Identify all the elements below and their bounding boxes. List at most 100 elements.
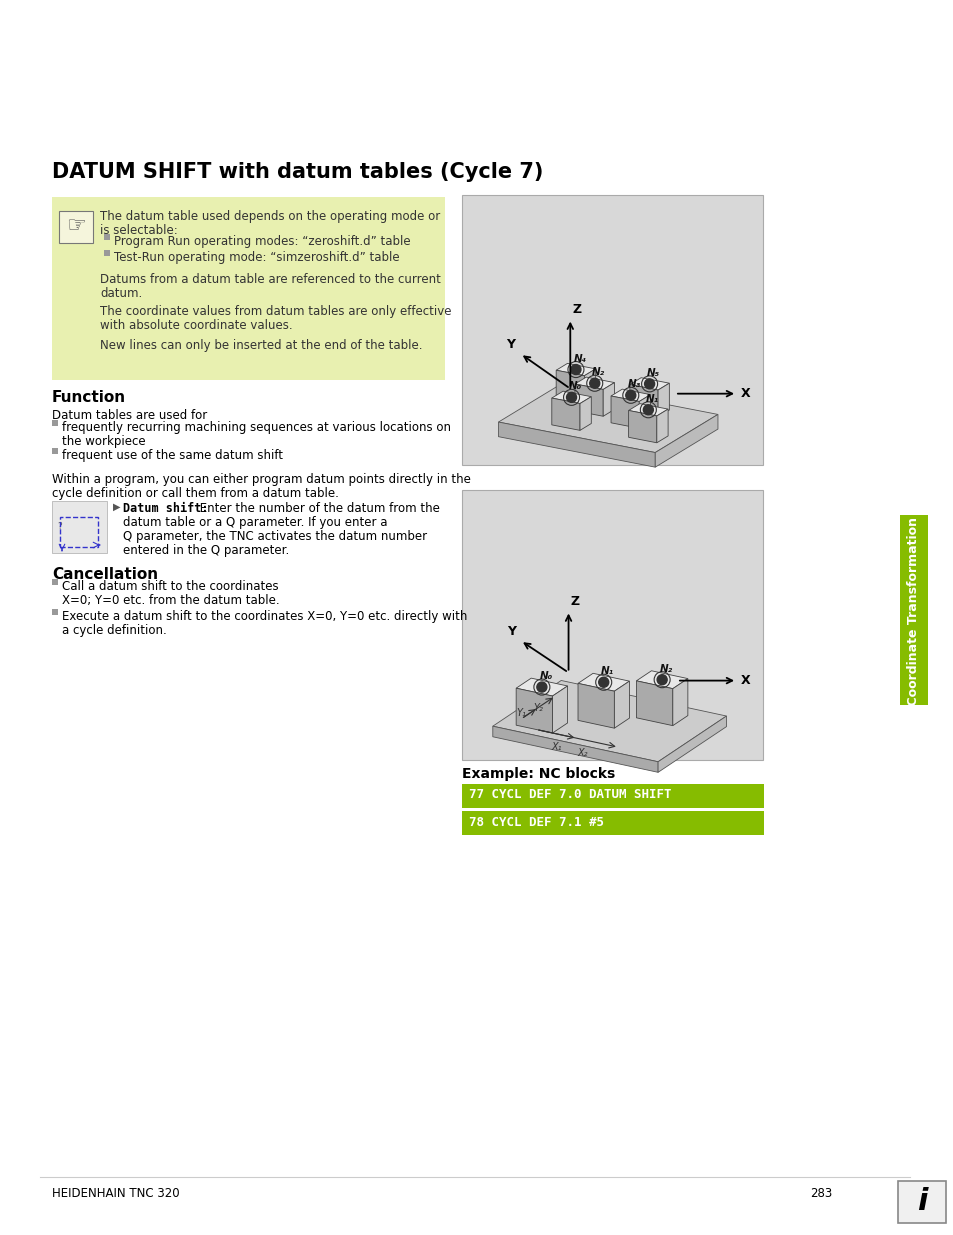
FancyBboxPatch shape	[104, 233, 110, 240]
Circle shape	[570, 364, 580, 374]
Polygon shape	[636, 680, 672, 726]
Polygon shape	[575, 384, 602, 416]
Polygon shape	[628, 410, 656, 443]
Polygon shape	[493, 726, 658, 772]
Text: N₀: N₀	[568, 382, 581, 391]
Circle shape	[625, 390, 635, 400]
Text: X: X	[740, 388, 750, 400]
Text: DATUM SHIFT with datum tables (Cycle 7): DATUM SHIFT with datum tables (Cycle 7)	[52, 162, 543, 182]
Bar	[60, 517, 98, 547]
Text: a cycle definition.: a cycle definition.	[62, 624, 167, 637]
Polygon shape	[575, 377, 614, 389]
Text: X₁: X₁	[551, 742, 561, 752]
Circle shape	[566, 393, 576, 403]
FancyBboxPatch shape	[59, 211, 92, 243]
Polygon shape	[551, 391, 591, 404]
Text: Datums from a datum table are referenced to the current: Datums from a datum table are referenced…	[100, 273, 440, 287]
Circle shape	[537, 682, 546, 692]
Text: N₂: N₂	[659, 663, 672, 674]
Text: is selectable:: is selectable:	[100, 224, 177, 237]
FancyBboxPatch shape	[52, 420, 58, 426]
Polygon shape	[655, 415, 718, 467]
Circle shape	[657, 674, 666, 684]
Polygon shape	[556, 363, 595, 375]
Text: Q parameter, the TNC activates the datum number: Q parameter, the TNC activates the datum…	[123, 530, 427, 543]
Polygon shape	[551, 398, 579, 430]
Text: ?: ?	[57, 522, 62, 531]
Text: Program Run operating modes: “zeroshift.d” table: Program Run operating modes: “zeroshift.…	[113, 235, 410, 248]
Text: N₄: N₄	[573, 353, 586, 363]
Text: Cancellation: Cancellation	[52, 567, 158, 582]
Polygon shape	[658, 383, 669, 417]
Text: Z: Z	[570, 594, 579, 608]
Polygon shape	[611, 389, 650, 401]
Text: the workpiece: the workpiece	[62, 435, 146, 448]
Text: Y₁: Y₁	[516, 708, 526, 719]
Polygon shape	[578, 683, 614, 729]
Text: 8.7 Coordinate Transformation Cycles: 8.7 Coordinate Transformation Cycles	[906, 468, 920, 732]
Text: 77 CYCL DEF 7.0 DATUM SHIFT: 77 CYCL DEF 7.0 DATUM SHIFT	[469, 788, 671, 802]
Text: N₁: N₁	[645, 394, 659, 404]
Polygon shape	[629, 384, 658, 417]
Text: N₀: N₀	[538, 671, 552, 680]
Text: i: i	[916, 1188, 926, 1216]
Text: datum.: datum.	[100, 287, 142, 300]
FancyBboxPatch shape	[52, 198, 444, 380]
FancyBboxPatch shape	[461, 490, 762, 760]
Text: ☞: ☞	[66, 216, 86, 236]
Text: Z: Z	[572, 303, 580, 316]
Text: cycle definition or call them from a datum table.: cycle definition or call them from a dat…	[52, 487, 338, 500]
Polygon shape	[672, 678, 687, 726]
Text: Test-Run operating mode: “simzeroshift.d” table: Test-Run operating mode: “simzeroshift.d…	[113, 251, 399, 264]
Polygon shape	[629, 378, 669, 390]
Text: N₃: N₃	[628, 379, 640, 389]
Polygon shape	[552, 685, 567, 734]
Text: Function: Function	[52, 390, 126, 405]
Polygon shape	[611, 396, 639, 429]
Polygon shape	[639, 395, 650, 429]
FancyBboxPatch shape	[52, 448, 58, 454]
Text: Y: Y	[507, 625, 516, 637]
Polygon shape	[516, 678, 567, 697]
Text: with absolute coordinate values.: with absolute coordinate values.	[100, 319, 293, 332]
Polygon shape	[493, 680, 726, 762]
Polygon shape	[614, 682, 629, 729]
Circle shape	[642, 405, 653, 415]
Text: Within a program, you can either program datum points directly in the: Within a program, you can either program…	[52, 473, 471, 487]
Text: New lines can only be inserted at the end of the table.: New lines can only be inserted at the en…	[100, 338, 422, 352]
Circle shape	[598, 677, 608, 687]
FancyBboxPatch shape	[104, 249, 110, 256]
FancyBboxPatch shape	[52, 501, 107, 553]
FancyBboxPatch shape	[461, 784, 763, 808]
Text: frequently recurring machining sequences at various locations on: frequently recurring machining sequences…	[62, 421, 451, 433]
Circle shape	[589, 378, 599, 388]
FancyBboxPatch shape	[899, 515, 927, 705]
Text: Datum shift:: Datum shift:	[123, 501, 209, 515]
Text: N₅: N₅	[646, 368, 659, 378]
Text: The datum table used depends on the operating mode or: The datum table used depends on the oper…	[100, 210, 439, 224]
Polygon shape	[498, 384, 718, 452]
FancyBboxPatch shape	[461, 195, 762, 466]
FancyBboxPatch shape	[461, 811, 763, 835]
Text: datum table or a Q parameter. If you enter a: datum table or a Q parameter. If you ent…	[123, 516, 387, 529]
Polygon shape	[579, 396, 591, 430]
Text: frequent use of the same datum shift: frequent use of the same datum shift	[62, 450, 283, 462]
Text: Y: Y	[506, 337, 515, 351]
Polygon shape	[516, 688, 552, 734]
Text: Example: NC blocks: Example: NC blocks	[461, 767, 615, 781]
Polygon shape	[498, 422, 655, 467]
Polygon shape	[658, 716, 726, 772]
Text: X: X	[740, 674, 750, 687]
Text: X=0; Y=0 etc. from the datum table.: X=0; Y=0 etc. from the datum table.	[62, 594, 279, 606]
Text: N₂: N₂	[592, 367, 604, 377]
Text: HEIDENHAIN TNC 320: HEIDENHAIN TNC 320	[52, 1187, 179, 1200]
Polygon shape	[584, 369, 595, 403]
Polygon shape	[656, 409, 667, 443]
Circle shape	[644, 379, 654, 389]
Text: Y₂: Y₂	[533, 703, 542, 713]
Text: Datum tables are used for: Datum tables are used for	[52, 409, 207, 422]
Text: Enter the number of the datum from the: Enter the number of the datum from the	[195, 501, 439, 515]
Polygon shape	[636, 671, 687, 689]
Polygon shape	[556, 370, 584, 403]
Polygon shape	[578, 673, 629, 692]
